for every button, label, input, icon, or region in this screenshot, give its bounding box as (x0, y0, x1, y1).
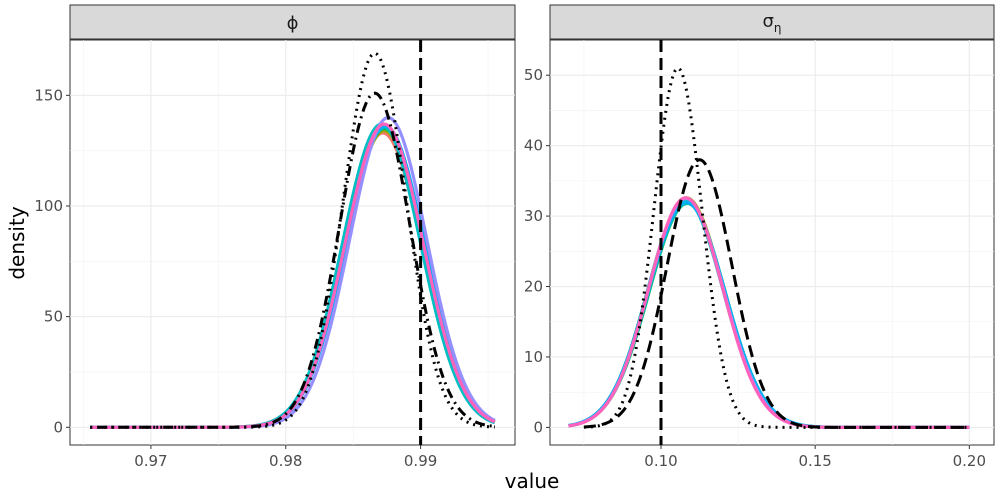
y-tick-label: 40 (524, 137, 543, 155)
y-tick-label: 50 (524, 66, 543, 84)
panel-sigma-eta-strip (549, 4, 995, 40)
x-tick-label: 0.10 (644, 452, 677, 470)
panel-sigma-eta-strip-label: ση (762, 11, 781, 35)
panel-sigma-eta-x-axis: 0.10 0.15 0.20 (644, 445, 986, 470)
panel-phi-strip (69, 4, 516, 40)
x-tick-label: 0.99 (404, 452, 437, 470)
y-tick-label: 20 (524, 278, 543, 296)
density-curve-reference-dotted (583, 66, 970, 429)
y-tick-label: 0 (533, 418, 543, 436)
y-tick-label: 0 (53, 418, 63, 436)
panel-sigma-eta-y-axis: 0 10 20 30 40 50 (524, 66, 550, 436)
panel-sigma-eta-curves (568, 40, 970, 445)
panel-phi-background (69, 39, 516, 446)
panel-phi: 0 50 100 150 0.97 0.98 0.99 ϕ (34, 4, 516, 470)
panel-sigma-eta: 0 10 20 30 40 50 0.10 0.15 0.20 ση (524, 4, 995, 470)
y-tick-label: 10 (524, 348, 543, 366)
y-tick-label: 150 (34, 86, 63, 104)
x-tick-label: 0.98 (269, 452, 302, 470)
y-tick-label: 100 (34, 197, 63, 215)
y-tick-label: 50 (44, 308, 63, 326)
panel-phi-curves (90, 40, 496, 445)
x-tick-label: 0.97 (134, 452, 167, 470)
density-curve-reference-dashed (583, 158, 970, 429)
y-tick-label: 30 (524, 207, 543, 225)
density-curve-reference-dotdash (90, 91, 495, 429)
panel-sigma-eta-background (549, 39, 995, 446)
panel-phi-strip-label: ϕ (287, 13, 299, 34)
panel-sigma-eta-gridlines (550, 40, 994, 445)
panel-phi-x-axis: 0.97 0.98 0.99 (134, 445, 437, 470)
panel-phi-y-axis: 0 50 100 150 (34, 86, 70, 436)
y-axis-title: density (5, 206, 29, 279)
x-tick-label: 0.20 (953, 452, 986, 470)
x-axis-title: value (505, 469, 560, 493)
x-tick-label: 0.15 (798, 452, 831, 470)
